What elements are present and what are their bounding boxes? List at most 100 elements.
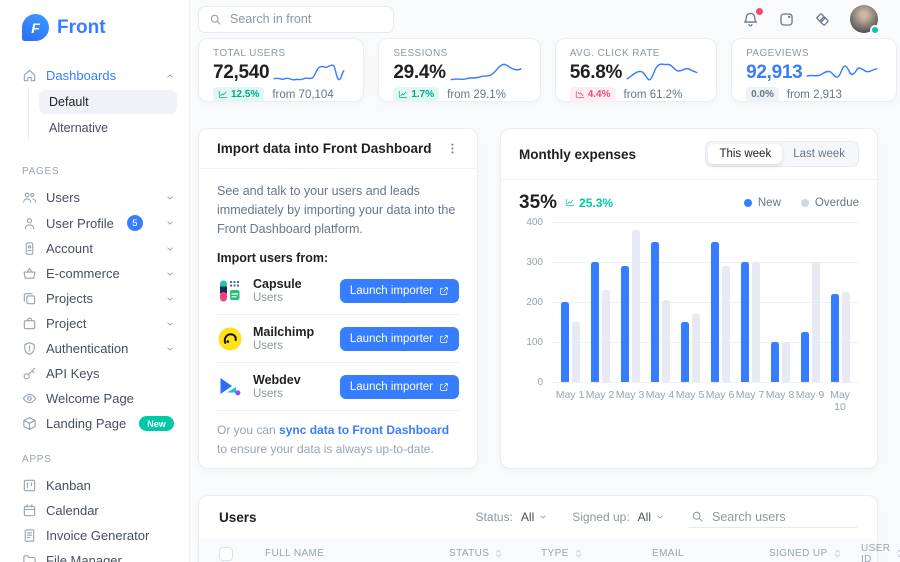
users-search[interactable] xyxy=(689,507,857,528)
button-label: Launch importer xyxy=(349,332,433,345)
column-header-type[interactable]: TYPE xyxy=(541,548,652,559)
sidebar-item-file-manager[interactable]: File Manager xyxy=(0,548,189,562)
import-sources: Capsule Users Launch importer Mailchimp User… xyxy=(217,267,459,412)
x-axis-label: May 8 xyxy=(765,389,795,401)
sidebar-item-label: Landing Page xyxy=(46,416,127,431)
bar-overdue xyxy=(751,262,760,382)
activity-button[interactable] xyxy=(778,11,795,28)
users-card: Users Status: All Signed up: All FULL NA… xyxy=(198,494,900,562)
launch-importer-button[interactable]: Launch importer xyxy=(339,374,459,399)
signed-up-filter[interactable]: Signed up: All xyxy=(572,510,665,524)
basket-icon xyxy=(23,267,36,279)
sidebar-item-default[interactable]: Default xyxy=(39,90,177,114)
user-avatar[interactable] xyxy=(850,5,880,35)
brand-logo-icon: F xyxy=(22,14,49,41)
stat-card-pageviews: PAGEVIEWS 92,913 0.0% from 2,913 xyxy=(731,38,898,102)
kanban-icon xyxy=(23,479,36,492)
sidebar-item-welcome-page[interactable]: Welcome Page xyxy=(0,386,189,411)
y-axis-tick: 400 xyxy=(526,217,543,228)
sidebar-item-project[interactable]: Project xyxy=(0,311,189,336)
launch-importer-button[interactable]: Launch importer xyxy=(339,326,459,351)
column-header-signed-up[interactable]: SIGNED UP xyxy=(769,548,861,559)
import-footer: Or you can sync data to Front Dashboard … xyxy=(217,411,459,459)
bar-group xyxy=(705,222,735,382)
sidebar-item-label: Kanban xyxy=(46,478,91,493)
sparkline-chart xyxy=(450,63,522,81)
bar-overdue xyxy=(661,300,670,382)
sort-icon xyxy=(897,549,900,558)
stat-compare: from 2,913 xyxy=(786,88,842,101)
legend-item-overdue[interactable]: Overdue xyxy=(800,197,859,209)
source-name: Capsule xyxy=(253,277,302,292)
x-axis-label: May 1 xyxy=(555,389,585,401)
toggle-this-week[interactable]: This week xyxy=(708,144,783,164)
marketplace-button[interactable] xyxy=(814,11,831,28)
graph-up-icon xyxy=(565,198,575,206)
import-subtitle: Import users from: xyxy=(217,251,329,266)
sidebar-item-e-commerce[interactable]: E-commerce xyxy=(0,261,189,286)
column-header-status[interactable]: STATUS xyxy=(449,548,541,559)
select-all-checkbox[interactable] xyxy=(219,546,233,561)
sync-data-link[interactable]: sync data to Front Dashboard xyxy=(279,423,450,438)
bar-new xyxy=(590,262,599,382)
bar-new xyxy=(560,302,569,382)
source-type: Users xyxy=(253,388,284,401)
users-table-header: FULL NAME STATUS TYPE EMAIL SIGNED UP USER ID xyxy=(199,538,900,562)
launch-importer-button[interactable]: Launch importer xyxy=(339,278,459,303)
x-axis-label: May 7 xyxy=(735,389,765,401)
delta-badge: 4.4% xyxy=(569,87,616,102)
column-label: SIGNED UP xyxy=(769,548,828,560)
sidebar-item-landing-page[interactable]: Landing Page New xyxy=(0,411,189,436)
brand-name: Front xyxy=(57,16,106,38)
sidebar-item-user-profile[interactable]: User Profile 5 xyxy=(0,210,189,236)
sidebar-item-authentication[interactable]: Authentication xyxy=(0,336,189,361)
bar-group xyxy=(585,222,615,382)
graph-up-icon xyxy=(218,90,228,98)
sidebar-item-label: File Manager xyxy=(46,553,122,562)
search-icon xyxy=(210,14,221,24)
search-input[interactable] xyxy=(230,12,383,26)
bar-new xyxy=(830,294,839,382)
sidebar-item-dashboards[interactable]: Dashboards xyxy=(0,63,189,88)
bar-group xyxy=(675,222,705,382)
sidebar-item-users[interactable]: Users xyxy=(0,185,189,210)
stat-value: 56.8% xyxy=(569,61,623,83)
users-search-input[interactable] xyxy=(712,509,855,524)
users-icon xyxy=(23,192,37,203)
legend-item-new[interactable]: New xyxy=(743,197,781,209)
card-menu-button[interactable] xyxy=(446,142,459,155)
sidebar-item-label: Users xyxy=(46,190,80,205)
sidebar-item-invoice-generator[interactable]: Invoice Generator xyxy=(0,523,189,548)
notifications-button[interactable] xyxy=(742,7,763,28)
bar-new xyxy=(740,262,749,382)
stat-label: TOTAL USERS xyxy=(213,48,286,59)
sidebar-item-kanban[interactable]: Kanban xyxy=(0,473,189,498)
bar-group xyxy=(765,222,795,382)
legend-dot xyxy=(800,199,809,207)
global-search[interactable] xyxy=(198,5,394,33)
sidebar-item-api-keys[interactable]: API Keys xyxy=(0,361,189,386)
sidebar: F Front Dashboards Default Alternative PAGE… xyxy=(0,0,190,562)
sidebar-item-label: Authentication xyxy=(46,341,129,356)
toggle-last-week[interactable]: Last week xyxy=(793,148,845,160)
status-filter[interactable]: Status: All xyxy=(476,510,549,524)
sidebar-item-projects[interactable]: Projects xyxy=(0,286,189,311)
main-area: TOTAL USERS 72,540 12.5% from 70,104 SESSION… xyxy=(190,0,900,562)
filter-label: Signed up: xyxy=(572,510,630,525)
invoice-icon xyxy=(24,529,35,542)
sidebar-item-account[interactable]: Account xyxy=(0,236,189,261)
brand[interactable]: F Front xyxy=(0,14,189,41)
external-icon xyxy=(440,334,448,343)
import-card-title: Import data into Front Dashboard xyxy=(217,141,432,156)
sidebar-item-alternative[interactable]: Alternative xyxy=(49,121,109,135)
column-header-user-id[interactable]: USER ID xyxy=(861,543,900,562)
sidebar-item-calendar[interactable]: Calendar xyxy=(0,498,189,523)
x-axis-label: May 6 xyxy=(705,389,735,401)
bar-group xyxy=(645,222,675,382)
bell-icon xyxy=(744,12,757,26)
bar-overdue xyxy=(691,314,700,382)
sort-icon xyxy=(496,549,502,558)
key-icon xyxy=(23,367,36,380)
bar-new xyxy=(650,242,659,382)
stat-label: SESSIONS xyxy=(393,48,448,59)
